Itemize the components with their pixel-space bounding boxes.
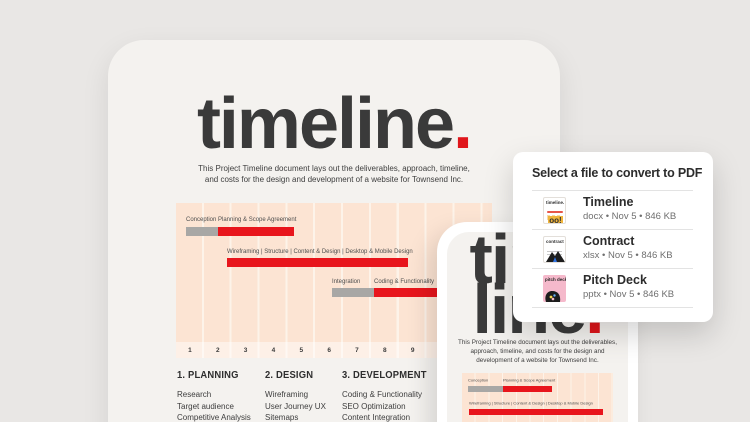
- phone-gantt-bar-conception: [468, 386, 503, 392]
- phase-planning-heading: 1. PLANNING: [177, 370, 239, 381]
- phone-gantt-label-planning-scope: Planning & Scope Agreement: [503, 378, 556, 383]
- divider: [532, 307, 693, 308]
- gantt-label-integration: Integration: [332, 279, 361, 285]
- phone-gantt-bar-wireframing: [469, 409, 603, 415]
- gantt-bar-integration: [332, 288, 374, 297]
- axis-tick: 2: [215, 346, 220, 354]
- thumbnail-micro-title: pitch deck.: [545, 277, 566, 282]
- gantt-axis: 1 2 3 4 5 6 7 8 9: [176, 342, 492, 358]
- axis-tick: 1: [188, 346, 192, 354]
- convert-to-pdf-panel: Select a file to convert to PDF timeline…: [513, 152, 713, 322]
- file-row-contract[interactable]: contract Contract xlsx • Nov 5 • 846 KB: [532, 230, 693, 269]
- axis-tick: 5: [299, 346, 304, 354]
- phone-gantt-chart: Conception Planning & Scope Agreement Wi…: [462, 373, 613, 422]
- file-name: Timeline: [583, 194, 634, 209]
- subtitle-line-1: This Project Timeline document lays out …: [198, 164, 470, 173]
- thumbnail-red-line: [547, 211, 563, 213]
- thumbnail-text-line: [547, 251, 562, 252]
- contract-doc-thumbnail: contract: [543, 236, 566, 263]
- file-name: Pitch Deck: [583, 272, 647, 287]
- phone-gantt-label-conception: Conception: [468, 378, 489, 383]
- axis-tick: 7: [355, 346, 359, 354]
- axis-tick: 9: [410, 346, 415, 354]
- phase-planning: 1. PLANNING Research Target audience Com…: [177, 370, 251, 422]
- phase-item: SEO Optimization: [342, 401, 406, 411]
- axis-tick: 8: [383, 346, 387, 354]
- gantt-bar-conception: [186, 227, 218, 236]
- file-meta: docx • Nov 5 • 846 KB: [583, 211, 677, 222]
- timeline-doc-thumbnail: timeline. oo!: [543, 197, 566, 224]
- gantt-label-coding: Coding & Functionality: [374, 279, 435, 285]
- file-row-timeline[interactable]: timeline. oo! Timeline docx • Nov 5 • 84…: [532, 191, 693, 230]
- phase-item: Research: [177, 390, 212, 399]
- thumbnail-text-line: [547, 254, 562, 255]
- file-name: Contract: [583, 233, 635, 248]
- phase-item: User Journey UX: [265, 401, 326, 411]
- divider: [532, 268, 693, 269]
- phone-gantt-bar-planning-scope: [503, 386, 552, 392]
- phone-gantt-label-wireframing: Wireframing | Structure | Content & Desi…: [469, 401, 593, 406]
- phase-design: 2. DESIGN Wireframing User Journey UX Si…: [265, 370, 326, 422]
- axis-tick: 6: [327, 346, 331, 354]
- phase-development: 3. DEVELOPMENT Coding & Functionality SE…: [342, 370, 432, 422]
- phone-subtitle-line-1: This Project Timeline document lays out …: [458, 339, 617, 346]
- gantt-label-conception: Conception: [186, 217, 217, 223]
- document-title-text: timeline: [196, 84, 455, 164]
- gantt-label-planning-scope: Planning & Scope Agreement: [218, 217, 297, 223]
- axis-tick: 4: [271, 346, 276, 354]
- phase-item: Competitive Analysis: [177, 413, 251, 422]
- pen-nib-icon: [546, 251, 565, 262]
- thumbnail-yellow-badge: oo!: [548, 216, 563, 224]
- title-red-period: .: [453, 84, 473, 164]
- gantt-bar-wireframing: [227, 258, 408, 267]
- thumbnail-micro-title: contract: [546, 239, 564, 244]
- divider: [532, 229, 693, 230]
- gantt-bar-planning-scope: [218, 227, 294, 236]
- axis-tick: 3: [243, 346, 248, 354]
- thumbnail-micro-title: timeline.: [546, 200, 565, 205]
- file-meta: pptx • Nov 5 • 846 KB: [583, 289, 675, 300]
- phone-subtitle-line-2: approach, timeline, and costs for the de…: [470, 348, 605, 355]
- document-title: timeline.: [108, 88, 560, 160]
- document-subtitle: This Project Timeline document lays out …: [108, 163, 560, 185]
- divider: [532, 190, 693, 191]
- phase-design-heading: 2. DESIGN: [265, 370, 314, 381]
- phase-item: Sitemaps: [265, 413, 299, 422]
- phase-item: Wireframing: [265, 390, 309, 399]
- pitch-deck-thumbnail: pitch deck.: [543, 275, 566, 302]
- ink-blob-icon: [545, 291, 561, 302]
- phase-development-heading: 3. DEVELOPMENT: [342, 370, 427, 381]
- phase-item: Content Integration: [342, 413, 411, 422]
- phase-item: Coding & Functionality: [342, 390, 423, 399]
- phone-subtitle-line-3: development of a website for Townsend In…: [476, 357, 599, 364]
- phone-document-subtitle: This Project Timeline document lays out …: [447, 338, 628, 365]
- phase-item: Target audience: [177, 401, 234, 411]
- file-row-pitch-deck[interactable]: pitch deck. Pitch Deck pptx • Nov 5 • 84…: [532, 269, 693, 308]
- subtitle-line-2: and costs for the design and development…: [204, 175, 464, 184]
- gantt-label-wireframing: Wireframing | Structure | Content & Desi…: [227, 249, 413, 255]
- gantt-bar-coding: [374, 288, 470, 297]
- file-meta: xlsx • Nov 5 • 846 KB: [583, 250, 673, 261]
- convert-panel-title: Select a file to convert to PDF: [532, 166, 703, 180]
